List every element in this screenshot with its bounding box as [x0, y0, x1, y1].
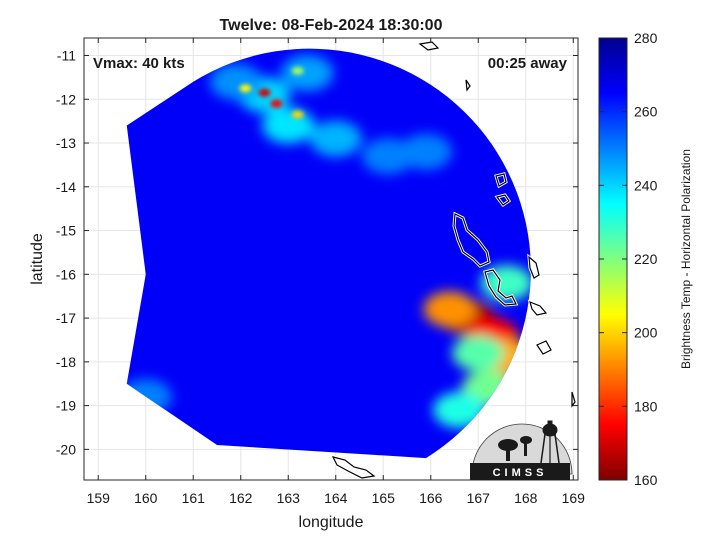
- y-axis: -11 -12 -13 -14 -15 -16 -17 -18 -19 -20: [56, 48, 578, 457]
- x-tick-label: 169: [562, 490, 586, 506]
- y-tick-label: -14: [56, 179, 76, 195]
- colorbar-tick-label: 160: [634, 472, 658, 488]
- logo-satellite-dish-icon: [498, 436, 532, 461]
- y-tick-label: -11: [57, 48, 76, 64]
- colorbar-tick-label: 200: [634, 325, 658, 341]
- x-tick-label: 168: [514, 490, 538, 506]
- colorbar-ticks: 160 180 200 220 240 260 280: [599, 30, 658, 488]
- swath-feature: [281, 55, 334, 92]
- y-tick-label: -15: [56, 223, 76, 239]
- y-tick-label: -16: [56, 266, 76, 282]
- swath-feature: [210, 63, 262, 100]
- y-tick-label: -19: [56, 398, 76, 414]
- x-tick-label: 165: [372, 490, 396, 506]
- swath-hot-spot: [258, 88, 271, 97]
- y-tick-label: -17: [56, 310, 76, 326]
- x-tick-label: 161: [182, 490, 206, 506]
- y-axis-label: latitude: [29, 233, 46, 285]
- x-tick-label: 163: [277, 490, 301, 506]
- colorbar-tick-label: 280: [634, 30, 658, 46]
- y-tick-label: -13: [56, 135, 76, 151]
- x-tick-label: 160: [134, 490, 158, 506]
- cimss-logo: CIMSS: [470, 420, 573, 480]
- x-tick-label: 159: [87, 490, 111, 506]
- y-tick-label: -18: [56, 354, 76, 370]
- colorbar-tick-label: 180: [634, 398, 658, 414]
- logo-base: [470, 463, 570, 480]
- x-axis-label: longitude: [299, 514, 364, 531]
- annotation-time-away: 00:25 away: [488, 55, 568, 72]
- swath-hot-spot: [270, 99, 283, 108]
- swath-feature: [400, 133, 452, 170]
- chart-title: Twelve: 08-Feb-2024 18:30:00: [220, 17, 443, 34]
- swath-hot-spot: [291, 66, 304, 75]
- logo-text: CIMSS: [493, 467, 548, 479]
- plot-frame: [83, 37, 579, 481]
- colorbar-tick-label: 240: [634, 177, 658, 193]
- x-tick-label: 166: [419, 490, 443, 506]
- swath-hot-spot: [291, 110, 304, 119]
- x-tick-label: 167: [467, 490, 491, 506]
- y-tick-label: -12: [56, 91, 76, 107]
- x-tick-label: 162: [229, 490, 253, 506]
- coastlines: [330, 41, 576, 480]
- swath-feature: [309, 120, 362, 157]
- swath-feature: [423, 291, 476, 328]
- swath-feature: [452, 335, 505, 372]
- logo-dish-icon: [471, 423, 573, 475]
- colorbar-label: Brightness Temp - Horizontal Polarizatio…: [679, 149, 693, 369]
- x-axis: 159 160 161 162 163 164 165 166 167 168 169: [87, 38, 586, 506]
- colorbar-tick-label: 220: [634, 251, 658, 267]
- swath-feature: [433, 391, 486, 428]
- swath-feature: [262, 107, 315, 144]
- colorbar-tick-label: 260: [634, 104, 658, 120]
- y-tick-label: -20: [56, 441, 76, 457]
- colorbar: 160 180 200 220 240 260 280 Brightness Temp - …: [598, 30, 693, 488]
- annotation-vmax: Vmax: 40 kts: [93, 55, 185, 72]
- swath-hot-spot: [239, 84, 252, 93]
- x-tick-label: 164: [324, 490, 348, 506]
- logo-water-tower-icon: [540, 420, 560, 464]
